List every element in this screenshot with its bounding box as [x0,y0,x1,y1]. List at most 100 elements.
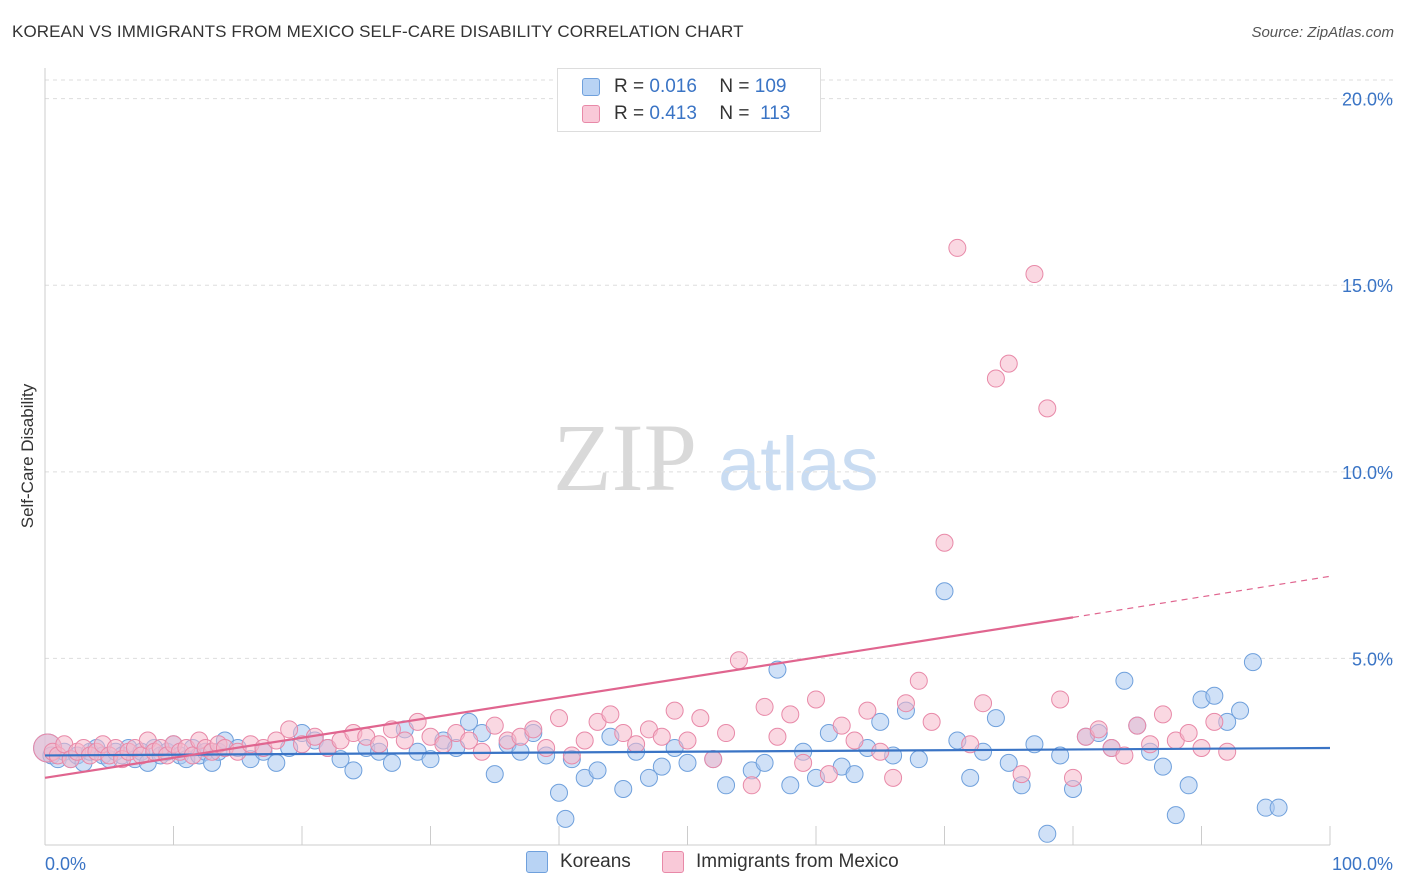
korean-point [550,783,568,802]
mexico-point [537,738,556,757]
y-axis-label: Self-Care Disability [18,383,37,529]
mexico-point [1141,735,1160,754]
korean-point [588,761,607,780]
mexico-point [755,697,774,716]
mexico-r-label: R = [614,103,645,124]
mexico-point [627,735,646,754]
korean-point [935,582,954,601]
korean-point [556,809,575,828]
korean-point [961,768,980,787]
mexico-point [768,727,787,746]
mexico-point [948,238,967,257]
mexico-point [691,709,710,728]
korean-point [331,750,350,769]
mexico-point [704,750,723,769]
mexico-point [408,712,427,731]
mexico-point [832,716,851,735]
mexico-point [961,735,980,754]
mexico-point [485,716,504,735]
mexico-trend-extension [1072,575,1331,618]
mexico-point [1218,742,1237,761]
mexico-point [974,694,993,713]
mexico-point [280,720,299,739]
mexico-point [819,765,838,784]
korean-point [1179,776,1198,795]
korean-point [1153,757,1172,776]
mexico-point [1115,746,1134,765]
mexico-point [845,731,864,750]
chart-title: KOREAN VS IMMIGRANTS FROM MEXICO SELF-CA… [12,22,744,41]
korean-point [344,761,363,780]
mexico-legend-label: Immigrants from Mexico [696,851,899,872]
mexico-point [370,735,389,754]
y-tick-label: 15.0% [1342,276,1393,296]
mexico-point [999,354,1018,373]
mexico-point [807,690,825,709]
series-legend: Koreans Immigrants from Mexico [0,851,1406,879]
mexico-point [460,731,479,750]
korean-point [755,753,774,772]
korean-point [421,750,440,769]
koreans-r-label: R = [614,76,645,97]
korean-point [871,712,890,731]
korean-point [1115,671,1134,690]
mexico-point [1153,705,1172,724]
korean-point [845,765,864,784]
legend-row-mexico: R = 0.413 N = 113 [582,102,790,126]
mexico-point [909,671,928,690]
korean-point [652,757,671,776]
mexico-point [717,724,736,743]
mexico-point [794,753,813,772]
mexico-point [652,727,671,746]
mexico-point [922,712,941,731]
korean-point [1051,746,1070,765]
mexico-point [524,720,543,739]
korean-trend-line [44,746,1331,757]
mexico-point [935,533,954,552]
korean-point [781,776,800,795]
koreans-legend-label: Koreans [560,851,631,872]
mexico-point [1089,720,1108,739]
mexico-point [1025,265,1044,284]
mexico-point [729,651,748,670]
korean-point [382,753,401,772]
x-tick-label: 0.0% [45,854,86,874]
mexico-trend-line [44,616,1074,779]
koreans-r-value: 0.016 [649,76,697,97]
korean-point [1269,798,1288,817]
korean-point [614,780,633,799]
mexico-point [665,701,684,720]
mexico-point [742,776,761,795]
korean-point [485,765,504,784]
mexico-point [614,724,633,743]
mexico-point [562,746,581,765]
koreans-n-value: 109 [754,76,787,97]
y-tick-label: 5.0% [1352,649,1393,669]
korean-point [460,712,479,731]
source-label: Source: ZipAtlas.com [1251,24,1394,41]
mexico-point [1051,690,1070,709]
korean-point [639,768,658,787]
mexico-point [575,731,594,750]
y-tick-label: 10.0% [1342,463,1393,483]
koreans-swatch [582,78,600,96]
mexico-point [1064,768,1082,787]
mexico-legend-swatch [662,851,684,873]
watermark-atlas: atlas [718,422,879,507]
korean-point [999,753,1018,772]
korean-point [1243,653,1262,672]
watermark-zip: ZIP [553,404,697,511]
legend-item-koreans[interactable]: Koreans [526,851,631,873]
mexico-n-value: 113 [760,103,791,124]
mexico-point [1179,724,1198,743]
mexico-point [1205,712,1224,731]
mexico-point [1012,765,1031,784]
korean-point [1166,806,1185,825]
stats-legend: R = 0.016 N = 109 R = 0.413 N = 113 [557,68,821,132]
mexico-point [1128,716,1147,735]
mexico-point [986,369,1005,388]
korean-point [267,753,286,772]
legend-item-mexico[interactable]: Immigrants from Mexico [662,851,899,873]
korean-point [1205,686,1224,705]
